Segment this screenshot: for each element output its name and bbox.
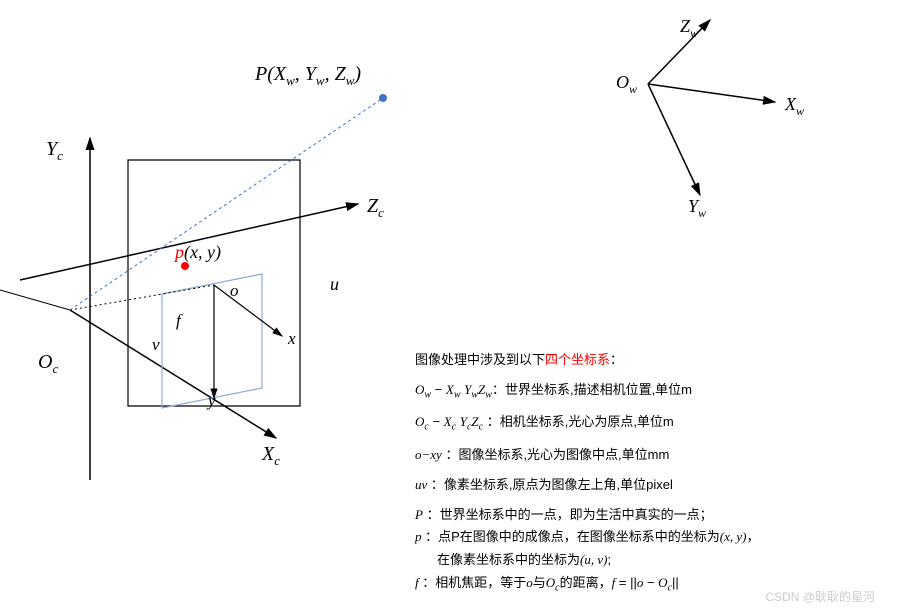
line6-end: ; bbox=[607, 552, 611, 567]
intro-prefix: 图像处理中涉及到以下 bbox=[415, 352, 545, 367]
oc-baseline bbox=[0, 290, 70, 310]
inner-image-plane bbox=[162, 274, 262, 408]
intro-highlight: 四个坐标系 bbox=[545, 352, 610, 367]
big-p-label: P(Xw, Yw, Zw) bbox=[254, 63, 361, 88]
point-small-p bbox=[181, 262, 189, 270]
line4-text: ：像素坐标系,原点为图像左上角,单位pixel bbox=[431, 477, 673, 492]
u-label: u bbox=[330, 274, 339, 294]
line-oc: Oc − Xc YcZc ：相机坐标系,光心为原点,单位m bbox=[415, 412, 760, 436]
xc-label: Xc bbox=[261, 443, 280, 468]
o-label: o bbox=[230, 281, 239, 300]
yw-label: Yw bbox=[688, 196, 706, 220]
yw-axis bbox=[648, 84, 700, 195]
line2-text: ：相机坐标系,光心为原点,单位m bbox=[487, 414, 674, 429]
o-x-axis bbox=[214, 285, 282, 336]
small-p-label: p(x, y) bbox=[173, 242, 221, 263]
line-ow: Ow − Xw YwZw：世界坐标系,描述相机位置,单位m bbox=[415, 380, 760, 404]
intro-line: 图像处理中涉及到以下四个坐标系： bbox=[415, 350, 760, 371]
description-block: 图像处理中涉及到以下四个坐标系： Ow − Xw YwZw：世界坐标系,描述相机… bbox=[415, 350, 760, 606]
line-small-p: p ：点P在图像中的成像点，在图像坐标系中的坐标为(x, y)， bbox=[415, 527, 760, 548]
zc-label: Zc bbox=[367, 195, 384, 220]
line6-text-b: ， bbox=[747, 529, 760, 544]
line6-uv: (u, v) bbox=[580, 552, 607, 567]
line-f: f ：相机焦距，等于o与Oc的距离，f = ||o − Oc|| bbox=[415, 573, 760, 597]
line1-text: ：世界坐标系,描述相机位置,单位m bbox=[492, 382, 692, 397]
line5-text: ：世界坐标系中的一点，即为生活中真实的一点； bbox=[427, 507, 713, 522]
zw-axis bbox=[648, 20, 710, 84]
line6-text-a: ：点P在图像中的成像点，在图像坐标系中的坐标为 bbox=[425, 529, 720, 544]
y-label: y bbox=[206, 391, 216, 410]
line-oxy: o−xy ：图像坐标系,光心为图像中点,单位mm bbox=[415, 445, 760, 466]
ow-label: Ow bbox=[616, 72, 637, 96]
f-label: f bbox=[176, 311, 183, 330]
line6-xy: (x, y) bbox=[720, 529, 747, 544]
xc-axis bbox=[70, 310, 276, 438]
zw-label: Zw bbox=[680, 16, 698, 40]
oc-label: Oc bbox=[38, 351, 58, 376]
xw-label: Xw bbox=[784, 94, 804, 118]
intro-suffix: ： bbox=[610, 352, 623, 367]
line6-cont: 在像素坐标系中的坐标为 bbox=[437, 552, 580, 567]
point-big-p bbox=[379, 94, 387, 102]
line3-text: ：图像坐标系,光心为图像中点,单位mm bbox=[445, 447, 669, 462]
oc-to-o-dotted bbox=[70, 285, 214, 310]
line-big-p: P ：世界坐标系中的一点，即为生活中真实的一点； bbox=[415, 505, 760, 526]
v-label: v bbox=[152, 335, 160, 354]
x-label: x bbox=[287, 329, 296, 348]
yc-label: Yc bbox=[46, 138, 63, 163]
watermark: CSDN @耿耿的星河 bbox=[765, 588, 875, 605]
line-small-p-cont: 在像素坐标系中的坐标为(u, v); bbox=[437, 550, 760, 571]
line-uv: uv ：像素坐标系,原点为图像左上角,单位pixel bbox=[415, 475, 760, 496]
xw-axis bbox=[648, 84, 775, 102]
